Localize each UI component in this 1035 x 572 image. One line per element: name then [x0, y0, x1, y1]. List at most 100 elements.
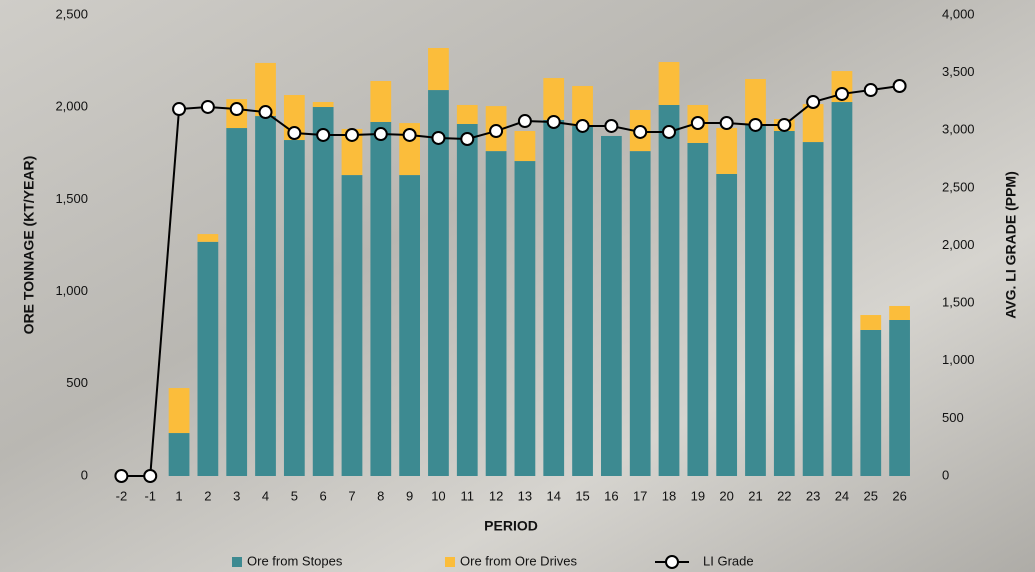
y2-tick-label: 500 [942, 410, 964, 425]
bar-segment [745, 124, 766, 476]
bar-segment [283, 140, 305, 476]
bar-segment [428, 48, 449, 91]
x-tick-label: 21 [748, 488, 762, 503]
bar-segment [197, 234, 219, 242]
line-marker [892, 78, 907, 93]
x-tick-label: 8 [377, 488, 384, 503]
line-marker [143, 469, 158, 483]
bar-segment [860, 329, 882, 476]
bar-segment [773, 130, 795, 476]
x-tick-label: 15 [575, 488, 589, 503]
bar-segment [716, 128, 738, 174]
line-marker [431, 130, 446, 145]
line [121, 85, 900, 477]
bar-segment [370, 81, 392, 122]
bar-segment [168, 388, 190, 434]
line-marker [575, 118, 590, 133]
y2-tick-label: 1,500 [942, 295, 975, 310]
bar-segment [312, 102, 334, 108]
bar-segment [370, 121, 392, 477]
bar-segment [255, 62, 276, 117]
x-tick-label: 26 [892, 488, 906, 503]
x-tick-label: 25 [864, 488, 878, 503]
y2-tick-label: 4,000 [942, 6, 975, 21]
bar-segment [889, 305, 910, 320]
bar-segment [543, 78, 565, 120]
line-marker [863, 83, 878, 98]
bar-segment [629, 151, 651, 476]
x-tick-label: 14 [546, 488, 560, 503]
line-marker [402, 127, 417, 142]
bar-segment [658, 104, 680, 477]
line-marker [344, 127, 359, 142]
y-tick-label: 2,500 [55, 6, 88, 21]
bar-segment [860, 315, 882, 330]
y-tick-label: 1,000 [55, 283, 88, 298]
x-tick-label: 18 [662, 488, 676, 503]
line-marker [200, 99, 215, 114]
y2-tick-label: 2,500 [942, 179, 975, 194]
bar-segment [226, 128, 248, 476]
x-tick-label: 5 [291, 488, 298, 503]
legend-swatch [445, 557, 455, 567]
bar-segment [745, 78, 766, 125]
bar-segment [802, 104, 824, 143]
x-tick-label: 13 [518, 488, 532, 503]
bar-segment [687, 142, 709, 476]
bar-segment [255, 116, 276, 476]
y2-tick-label: 0 [942, 467, 949, 482]
bar-segment [802, 142, 824, 476]
x-tick-label: 22 [777, 488, 791, 503]
bar-segment [716, 173, 738, 476]
bar-segment [312, 107, 334, 477]
x-tick-label: 1 [175, 488, 182, 503]
bar-segment [399, 175, 421, 476]
legend-swatch [232, 557, 242, 567]
x-tick-label: 4 [262, 488, 269, 503]
y-tick-label: 500 [66, 375, 88, 390]
bar-segment [341, 128, 363, 176]
line-marker [748, 117, 763, 132]
line-marker [316, 127, 331, 142]
x-axis-title: PERIOD [484, 518, 538, 534]
bar-segment [456, 123, 478, 476]
bar-segment [831, 102, 853, 476]
line-marker [373, 127, 388, 142]
x-tick-label: 9 [406, 488, 413, 503]
line-marker [604, 118, 619, 133]
x-tick-label: 3 [233, 488, 240, 503]
y-tick-label: 2,000 [55, 99, 88, 114]
y2-tick-label: 2,000 [942, 237, 975, 252]
x-tick-label: 11 [461, 488, 475, 503]
line-marker [172, 102, 187, 117]
x-tick-label: 17 [633, 488, 647, 503]
bar-segment [197, 241, 219, 476]
bar-segment [543, 119, 565, 477]
x-tick-label: 10 [431, 488, 445, 503]
y2-tick-label: 3,000 [942, 122, 975, 137]
bar-segment [168, 433, 190, 476]
line-marker [229, 102, 244, 117]
line-marker [690, 115, 705, 130]
y2-tick-label: 3,500 [942, 64, 975, 79]
x-tick-label: -2 [116, 488, 128, 503]
bar-segment [572, 126, 593, 477]
bar-segment [572, 85, 593, 127]
line-marker [546, 114, 561, 129]
bar-segment [428, 90, 449, 477]
line-marker [114, 469, 129, 483]
legend-swatch [665, 555, 679, 569]
line-marker [806, 95, 821, 110]
bar-segment [485, 151, 507, 476]
line-marker [258, 105, 273, 120]
bar-segment [514, 161, 536, 476]
x-tick-label: -1 [144, 488, 156, 503]
line-marker [517, 114, 532, 129]
line-marker [719, 115, 734, 130]
x-tick-label: 16 [604, 488, 618, 503]
x-tick-label: 6 [320, 488, 327, 503]
x-tick-label: 12 [489, 488, 503, 503]
y-axis-title: ORE TONNAGE (KT/YEAR) [21, 156, 37, 335]
bar-segment [514, 130, 536, 162]
